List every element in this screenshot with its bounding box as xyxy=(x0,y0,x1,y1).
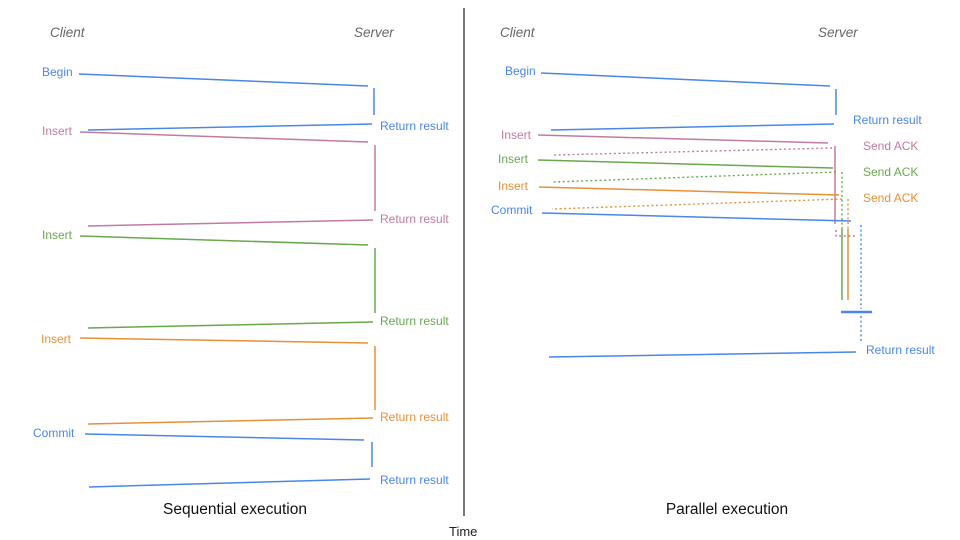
time-axis-label: Time xyxy=(449,524,478,539)
par-client-header: Client xyxy=(500,25,535,40)
seq-commit-flow xyxy=(84,433,373,488)
seq-begin-flow xyxy=(78,73,375,131)
seq-commit-label: Commit xyxy=(33,426,75,440)
par-commit-flow xyxy=(541,212,872,358)
seq-insert3-flow xyxy=(79,337,376,425)
par-insert1-label: Insert xyxy=(501,128,532,142)
par-sendack-label-1: Send ACK xyxy=(863,139,919,153)
seq-server-header: Server xyxy=(354,25,394,40)
seq-client-header: Client xyxy=(50,25,85,40)
seq-return-label-3: Return result xyxy=(380,314,449,328)
par-insert2-label: Insert xyxy=(498,152,529,166)
seq-panel-title: Sequential execution xyxy=(163,501,307,518)
seq-return-label-4: Return result xyxy=(380,410,449,424)
pink-done-signal xyxy=(835,230,857,237)
seq-return-label-1: Return result xyxy=(380,119,449,133)
par-insert2-flow xyxy=(537,159,843,300)
par-begin-flow xyxy=(540,72,837,131)
par-commit-label: Commit xyxy=(491,203,533,217)
seq-insert2-label: Insert xyxy=(42,228,73,242)
par-sendack-label-3: Send ACK xyxy=(863,191,919,205)
par-insert3-flow xyxy=(538,186,849,300)
par-panel-title: Parallel execution xyxy=(665,501,789,518)
seq-return-label-5: Return result xyxy=(380,473,449,487)
par-insert1-flow xyxy=(537,134,857,237)
seq-insert2-flow xyxy=(79,235,376,329)
seq-insert1-label: Insert xyxy=(42,124,73,138)
seq-return-label-2: Return result xyxy=(380,212,449,226)
seq-insert1-flow xyxy=(79,131,376,227)
par-begin-label: Begin xyxy=(505,64,536,78)
seq-begin-label: Begin xyxy=(42,65,73,79)
par-sendack-label-2: Send ACK xyxy=(863,165,919,179)
seq-insert3-label: Insert xyxy=(41,332,72,346)
par-server-header: Server xyxy=(818,25,858,40)
par-return-label-bottom: Return result xyxy=(866,343,935,357)
par-return-label-top: Return result xyxy=(853,113,922,127)
par-insert3-label: Insert xyxy=(498,179,529,193)
